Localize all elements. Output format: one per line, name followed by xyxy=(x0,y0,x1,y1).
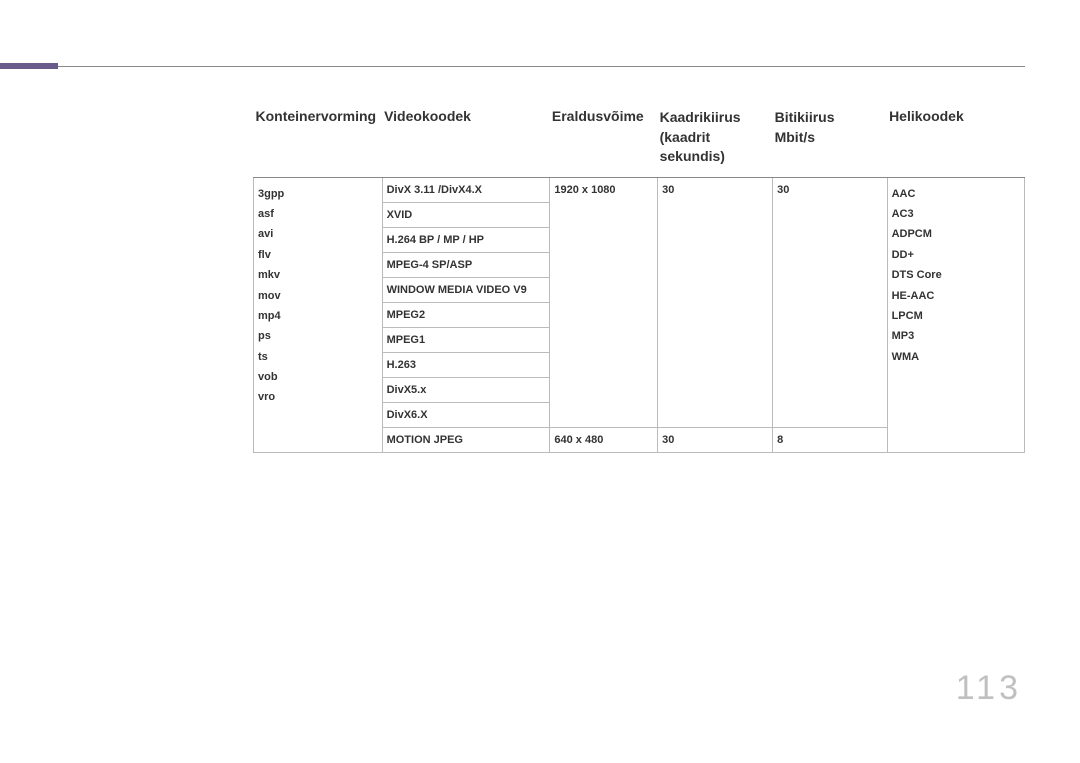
bitrate-cell: 8 xyxy=(773,427,887,452)
video-codec-cell: XVID xyxy=(382,202,550,227)
resolution-cell: 1920 x 1080 xyxy=(550,177,658,427)
container-item: mkv xyxy=(258,265,376,285)
container-item: mp4 xyxy=(258,306,376,326)
container-item: ts xyxy=(258,347,376,367)
header-container: Konteinervorming xyxy=(254,102,383,177)
container-item: ps xyxy=(258,326,376,346)
codec-table-wrap: Konteinervorming Videokoodek Eraldusvõim… xyxy=(253,102,1025,453)
container-item: 3gpp xyxy=(258,184,376,204)
container-item: vro xyxy=(258,387,376,407)
header-bitrate: BitikiirusMbit/s xyxy=(773,102,887,177)
header-framerate: Kaadrikiirus(kaadrit sekundis) xyxy=(658,102,773,177)
container-item: avi xyxy=(258,224,376,244)
audio-item: AC3 xyxy=(892,204,1018,224)
table-row: 3gpp asf avi flv mkv mov mp4 ps ts vob v… xyxy=(254,177,1025,202)
container-item: asf xyxy=(258,204,376,224)
bitrate-cell: 30 xyxy=(773,177,887,427)
top-rule xyxy=(58,66,1025,67)
audio-item: DD+ xyxy=(892,245,1018,265)
audio-item: DTS Core xyxy=(892,265,1018,285)
audio-item: AAC xyxy=(892,184,1018,204)
accent-bar xyxy=(0,63,58,69)
video-codec-cell: DivX 3.11 /DivX4.X xyxy=(382,177,550,202)
video-codec-cell: WINDOW MEDIA VIDEO V9 xyxy=(382,277,550,302)
header-resolution: Eraldusvõime xyxy=(550,102,658,177)
header-audio-codec: Helikoodek xyxy=(887,102,1024,177)
video-codec-cell: H.264 BP / MP / HP xyxy=(382,227,550,252)
container-cell: 3gpp asf avi flv mkv mov mp4 ps ts vob v… xyxy=(254,177,383,452)
video-codec-cell: DivX5.x xyxy=(382,377,550,402)
audio-item: MP3 xyxy=(892,326,1018,346)
table-header-row: Konteinervorming Videokoodek Eraldusvõim… xyxy=(254,102,1025,177)
video-codec-cell: MPEG2 xyxy=(382,302,550,327)
resolution-cell: 640 x 480 xyxy=(550,427,658,452)
video-codec-cell: MPEG1 xyxy=(382,327,550,352)
video-codec-cell: H.263 xyxy=(382,352,550,377)
video-codec-cell: DivX6.X xyxy=(382,402,550,427)
audio-codec-cell: AAC AC3 ADPCM DD+ DTS Core HE-AAC LPCM M… xyxy=(887,177,1024,452)
audio-item: LPCM xyxy=(892,306,1018,326)
header-video-codec: Videokoodek xyxy=(382,102,550,177)
container-item: flv xyxy=(258,245,376,265)
framerate-cell: 30 xyxy=(658,177,773,427)
audio-item: ADPCM xyxy=(892,224,1018,244)
video-codec-cell: MOTION JPEG xyxy=(382,427,550,452)
page-number: 113 xyxy=(956,669,1022,708)
video-codec-cell: MPEG-4 SP/ASP xyxy=(382,252,550,277)
container-item: vob xyxy=(258,367,376,387)
audio-item: WMA xyxy=(892,347,1018,367)
container-item: mov xyxy=(258,286,376,306)
audio-item: HE-AAC xyxy=(892,286,1018,306)
codec-table: Konteinervorming Videokoodek Eraldusvõim… xyxy=(253,102,1025,453)
framerate-cell: 30 xyxy=(658,427,773,452)
